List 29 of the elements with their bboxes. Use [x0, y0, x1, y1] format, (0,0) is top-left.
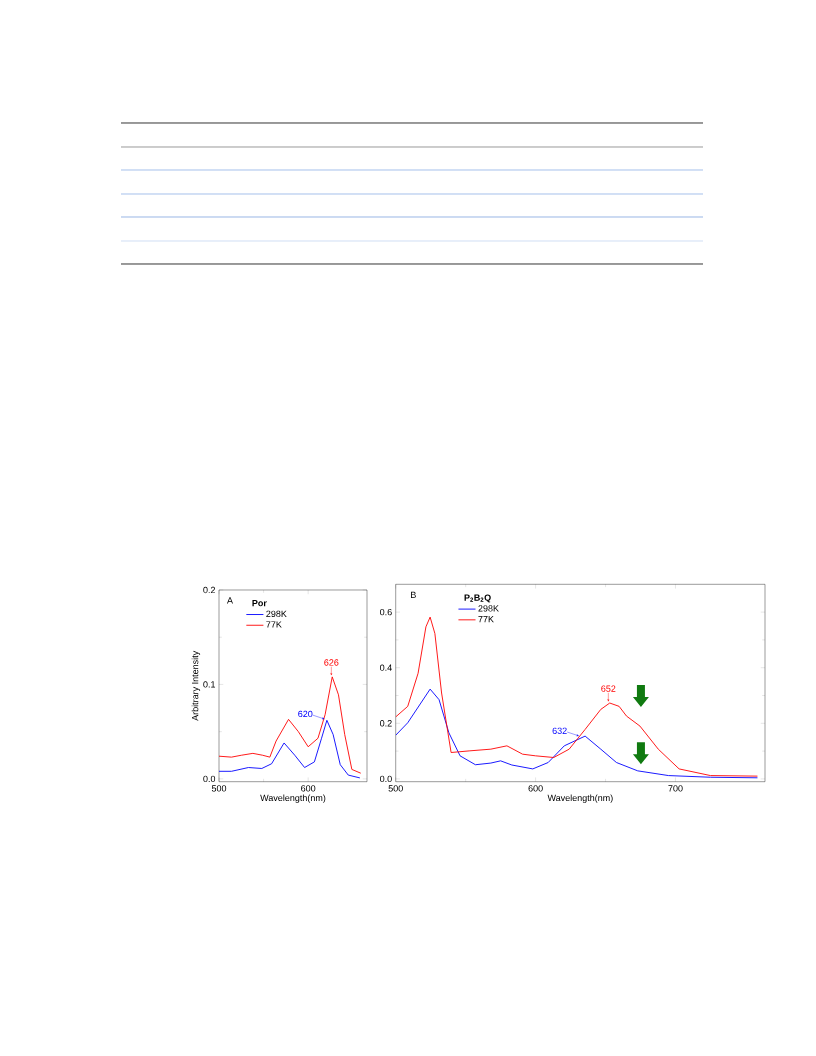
x-tick-label: 600 [528, 785, 543, 792]
x-tick-label: 500 [211, 785, 227, 792]
annotation: 626 [324, 659, 339, 666]
x-tick-label: 500 [388, 785, 403, 792]
x-tick-label: 600 [301, 785, 316, 792]
y-tick-label: 0.2 [380, 720, 392, 727]
legend-title: Por [252, 599, 267, 607]
annotation: 632 [552, 727, 567, 735]
y-tick-label: 0.4 [380, 664, 392, 671]
legend-label: 298K [266, 610, 287, 618]
y-axis-title: Arbitrary Intensity [191, 650, 201, 721]
y-tick-label: 0.6 [380, 608, 392, 616]
legend-label: 77K [478, 615, 494, 623]
y-tick-label: 0.2 [203, 586, 216, 594]
x-axis-title: Wavelength(nm) [547, 794, 613, 803]
annotation: 620 [298, 710, 313, 718]
annotation: 652 [601, 685, 616, 692]
annotation: B [411, 591, 416, 598]
line-series [395, 616, 758, 777]
x-axis-title: Wavelength(nm) [260, 794, 326, 803]
y-tick-label: 0.1 [203, 681, 216, 688]
annotation: A [226, 597, 233, 604]
legend-label: 77K [266, 621, 282, 628]
y-tick-label: 0.0 [380, 775, 392, 783]
legend-label: 298K [478, 605, 499, 612]
x-tick-label: 700 [668, 785, 683, 792]
text: P$_{2}$B$_{2}$Q [464, 594, 491, 603]
line-series [219, 719, 361, 779]
y-tick-label: 0.0 [203, 775, 216, 783]
